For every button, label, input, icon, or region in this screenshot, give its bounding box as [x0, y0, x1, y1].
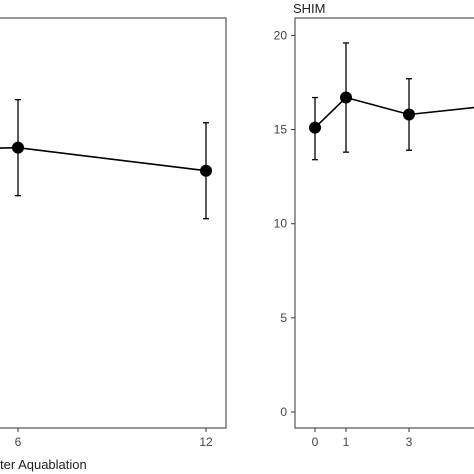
right-panel-marks: 0 1 3 0 5 10 15 20	[274, 28, 474, 449]
y-tick-label: 5	[280, 311, 287, 325]
y-tick-label: 10	[274, 217, 288, 231]
series-line	[0, 146, 207, 172]
y-tick-label: 20	[274, 28, 288, 42]
data-point	[309, 121, 321, 134]
data-point	[340, 91, 352, 104]
data-point	[12, 141, 24, 154]
y-tick-label: 0	[280, 405, 287, 419]
right-panel-title: SHIM	[293, 1, 326, 16]
right-panel-frame	[294, 17, 474, 429]
left-panel-frame	[0, 17, 227, 429]
left-panel-x-axis-title: ter Aquablation	[0, 457, 87, 472]
data-point	[403, 108, 415, 121]
x-tick-label: 1	[343, 435, 350, 449]
data-point	[200, 164, 212, 177]
series-line	[314, 96, 474, 129]
y-tick-label: 15	[274, 123, 288, 137]
left-panel-marks: 6 12	[0, 99, 213, 449]
x-tick-label: 6	[15, 435, 22, 449]
x-tick-label: 3	[406, 435, 413, 449]
x-tick-label: 0	[312, 435, 319, 449]
x-tick-label: 12	[199, 435, 213, 449]
